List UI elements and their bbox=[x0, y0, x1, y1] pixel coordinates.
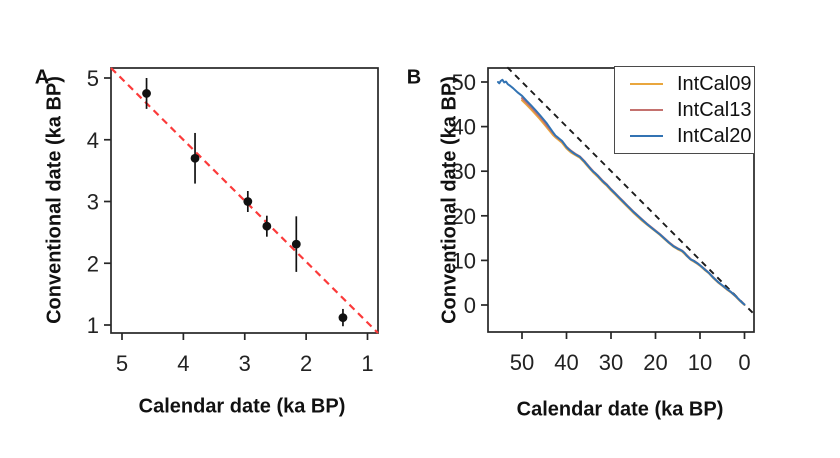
data-point bbox=[291, 239, 301, 249]
legend-label-intcal13: IntCal13 bbox=[677, 99, 752, 121]
panel-a-label: A bbox=[34, 66, 50, 89]
legend-label-intcal09: IntCal09 bbox=[677, 73, 752, 95]
panel-b-identity-line bbox=[506, 66, 755, 315]
panel-a-y-tick-label: 5 bbox=[87, 66, 99, 91]
panel-a-x-tick-label: 4 bbox=[177, 351, 189, 376]
panel-a-y-tick-label: 3 bbox=[87, 190, 99, 215]
panel-b-y-tick-label: 0 bbox=[464, 293, 476, 318]
panel-b-x-tick-label: 40 bbox=[554, 350, 578, 375]
panel-a-x-tick-label: 2 bbox=[300, 351, 312, 376]
panel-b-y-tick-label: 20 bbox=[452, 204, 476, 229]
panel-a-x-tick-label: 1 bbox=[361, 351, 373, 376]
panel-b-y-tick-label: 30 bbox=[452, 159, 476, 184]
intcal20-line-swatch bbox=[630, 134, 663, 138]
panel-a-y-tick-label: 4 bbox=[87, 128, 99, 153]
panel-b-x-tick-label: 50 bbox=[510, 350, 534, 375]
legend-label-intcal20: IntCal20 bbox=[677, 125, 752, 147]
data-point bbox=[338, 313, 348, 322]
panel-a-x-axis-title: Calendar date (ka BP) bbox=[138, 395, 346, 418]
legend-box: IntCal09 IntCal13 IntCal20 bbox=[614, 66, 755, 154]
panel-a-y-tick-label: 1 bbox=[87, 313, 99, 338]
intcal13-line-swatch bbox=[630, 108, 663, 112]
intcal09-line-swatch bbox=[630, 82, 663, 86]
panel-a-y-tick-label: 2 bbox=[87, 251, 99, 276]
panel-b-x-tick-label: 0 bbox=[738, 350, 750, 375]
legend-entry-intcal13: IntCal13 bbox=[630, 100, 754, 120]
panel-b-y-axis-title: Conventional date (ka BP) bbox=[438, 76, 461, 324]
panel-a-x-tick-label: 5 bbox=[116, 351, 128, 376]
curve-intcal20 bbox=[497, 78, 746, 306]
panel-a-y-axis-title: Conventional date (ka BP) bbox=[43, 76, 66, 324]
legend-entry-intcal20: IntCal20 bbox=[630, 126, 754, 146]
panel-b-label: B bbox=[406, 66, 422, 89]
panel-b-x-tick-label: 10 bbox=[688, 350, 712, 375]
panel-a-identity-line bbox=[110, 67, 379, 334]
data-point bbox=[190, 153, 200, 163]
data-point bbox=[142, 89, 151, 98]
panel-b-y-tick-label: 50 bbox=[452, 70, 476, 95]
panel-b-x-axis-title: Calendar date (ka BP) bbox=[516, 398, 724, 421]
data-point bbox=[262, 221, 272, 231]
panel-b-y-tick-label: 40 bbox=[452, 115, 476, 140]
data-point bbox=[243, 197, 253, 206]
panel-a-x-tick-label: 3 bbox=[239, 351, 251, 376]
panel-b-y-tick-label: 10 bbox=[452, 248, 476, 273]
panel-b-x-tick-label: 30 bbox=[599, 350, 623, 375]
panel-b-x-tick-label: 20 bbox=[643, 350, 667, 375]
legend-entry-intcal09: IntCal09 bbox=[630, 74, 754, 94]
